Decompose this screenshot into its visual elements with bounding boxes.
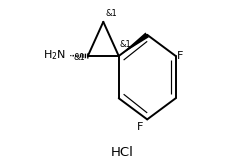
Text: &1: &1 xyxy=(119,41,131,50)
Text: H$_2$N: H$_2$N xyxy=(43,48,66,62)
Text: F: F xyxy=(137,122,143,132)
Text: &1: &1 xyxy=(105,9,117,18)
Text: &1: &1 xyxy=(73,53,85,62)
Text: HCl: HCl xyxy=(111,146,133,159)
Polygon shape xyxy=(119,32,149,56)
Text: F: F xyxy=(177,51,183,61)
